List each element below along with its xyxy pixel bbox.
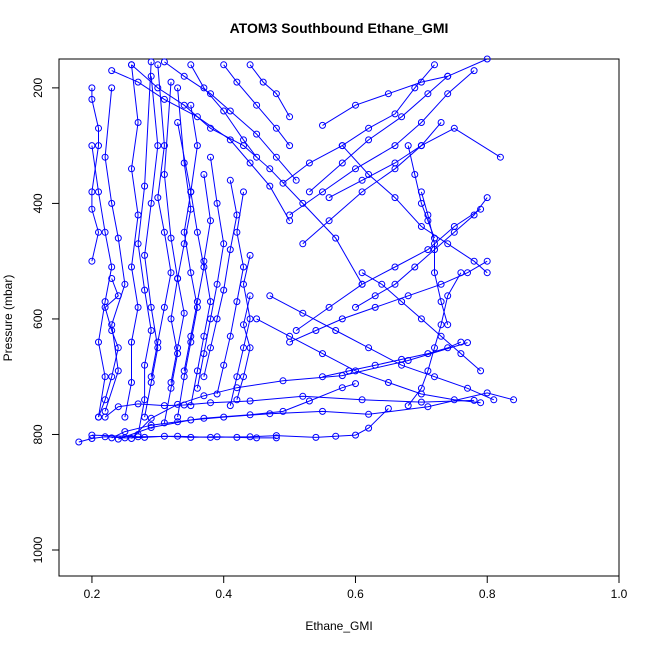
series-line (171, 88, 191, 383)
chart-title: ATOM3 Southbound Ethane_GMI (230, 20, 449, 36)
series-line (283, 65, 435, 183)
y-axis: 200 400 600 800 1000 (31, 78, 59, 564)
series-line (408, 146, 434, 239)
x-axis: 0.2 0.4 0.6 0.8 1.0 (84, 576, 628, 601)
series-line (290, 71, 475, 215)
series-line (164, 82, 177, 423)
y-tick-label: 400 (31, 193, 45, 213)
y-tick-label: 200 (31, 78, 45, 98)
plot-area (76, 56, 517, 445)
series-line (191, 65, 257, 157)
y-tick-label: 800 (31, 424, 45, 444)
series-line (329, 128, 500, 197)
y-axis-label: Pressure (mbar) (1, 275, 15, 362)
series-line (309, 76, 447, 192)
series-line (296, 209, 480, 330)
x-tick-label: 0.2 (84, 587, 101, 601)
series-line (270, 296, 494, 400)
series-line (132, 65, 363, 284)
y-tick-label: 1000 (31, 536, 45, 563)
x-tick-label: 0.4 (215, 587, 232, 601)
series-line (323, 342, 461, 377)
plot-frame (59, 59, 619, 576)
x-tick-label: 0.6 (347, 587, 364, 601)
series-line (257, 319, 481, 403)
series-line (342, 146, 487, 273)
y-tick-label: 600 (31, 309, 45, 329)
series-line (145, 76, 158, 417)
x-tick-label: 1.0 (611, 587, 628, 601)
series-line (323, 59, 488, 125)
series-line (250, 65, 290, 117)
x-axis-label: Ethane_GMI (305, 619, 372, 633)
x-tick-label: 0.8 (479, 587, 496, 601)
series-line (230, 255, 250, 405)
